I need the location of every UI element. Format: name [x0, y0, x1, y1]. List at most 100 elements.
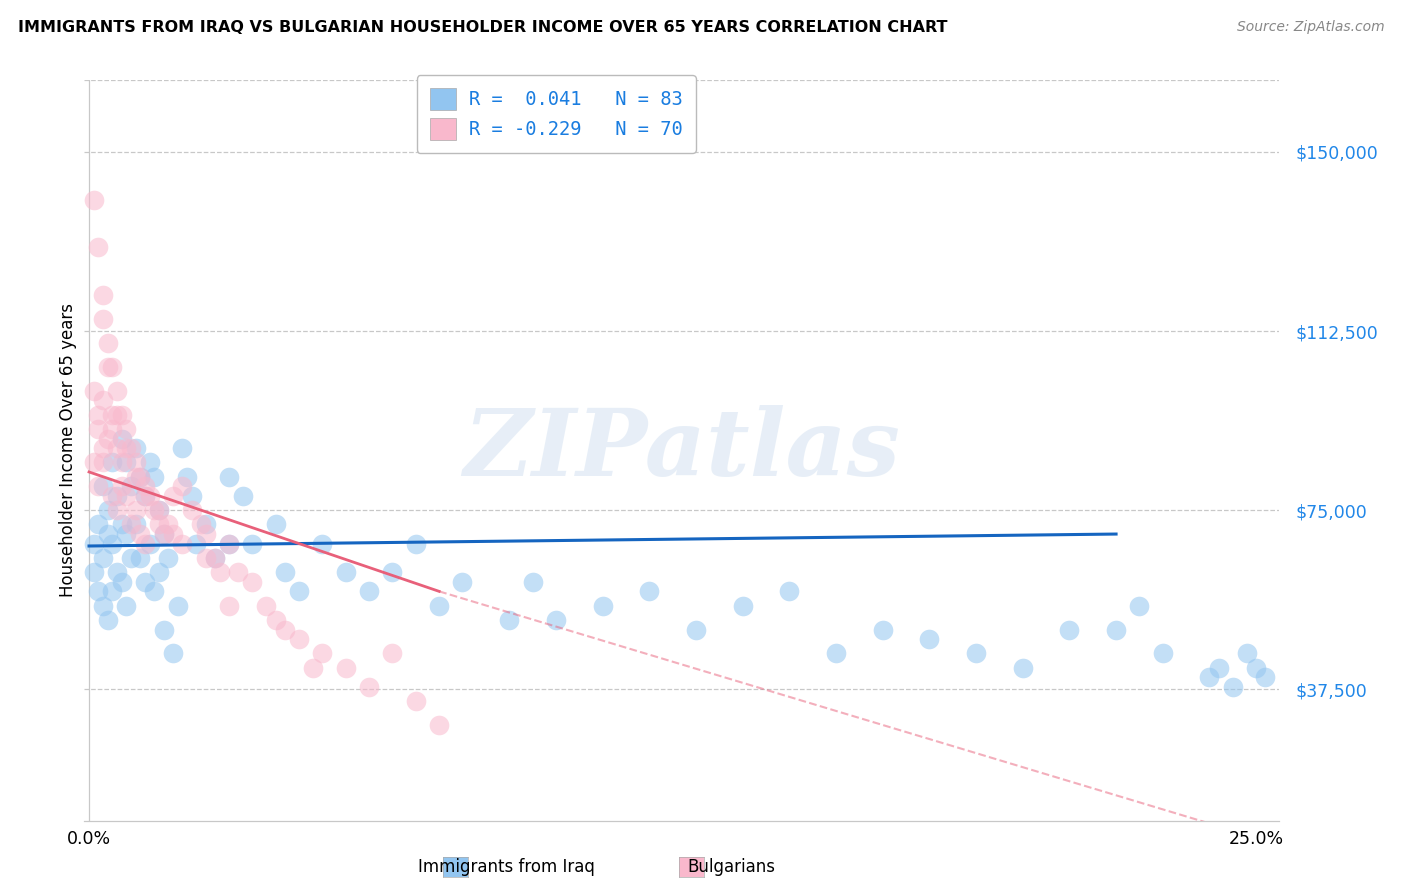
- Point: [115, 599, 138, 613]
- Legend: R =  0.041   N = 83, R = -0.229   N = 70: R = 0.041 N = 83, R = -0.229 N = 70: [416, 75, 696, 153]
- Point: [134, 489, 156, 503]
- Y-axis label: Householder Income Over 65 years: Householder Income Over 65 years: [59, 303, 77, 598]
- Point: [381, 647, 404, 661]
- Point: [427, 599, 450, 613]
- Point: [918, 632, 941, 647]
- Point: [186, 536, 208, 550]
- Point: [1152, 647, 1174, 661]
- Point: [125, 441, 148, 455]
- Point: [129, 527, 152, 541]
- Point: [115, 527, 138, 541]
- Point: [162, 527, 184, 541]
- Point: [111, 517, 134, 532]
- Point: [1059, 623, 1081, 637]
- Point: [87, 240, 110, 254]
- Point: [152, 527, 174, 541]
- Point: [152, 527, 174, 541]
- Point: [87, 422, 110, 436]
- Point: [242, 574, 264, 589]
- Point: [134, 536, 156, 550]
- Point: [83, 566, 105, 580]
- Point: [264, 613, 287, 627]
- Point: [166, 599, 188, 613]
- Point: [125, 469, 148, 483]
- Point: [129, 469, 152, 483]
- Point: [1011, 661, 1033, 675]
- Point: [134, 574, 156, 589]
- Point: [105, 441, 128, 455]
- Point: [105, 384, 128, 398]
- Point: [228, 566, 250, 580]
- Point: [148, 517, 170, 532]
- Point: [97, 336, 120, 351]
- Point: [111, 574, 134, 589]
- Point: [125, 517, 148, 532]
- Point: [288, 632, 311, 647]
- Point: [1236, 647, 1258, 661]
- Point: [111, 432, 134, 446]
- Point: [1128, 599, 1150, 613]
- Point: [157, 517, 180, 532]
- Point: [105, 408, 128, 422]
- Point: [274, 566, 297, 580]
- Point: [405, 694, 427, 708]
- Point: [115, 489, 138, 503]
- Point: [152, 623, 174, 637]
- Point: [120, 479, 142, 493]
- Point: [148, 503, 170, 517]
- Point: [111, 479, 134, 493]
- Point: [872, 623, 894, 637]
- Point: [180, 489, 202, 503]
- Point: [129, 469, 152, 483]
- Point: [162, 489, 184, 503]
- Point: [138, 536, 160, 550]
- Point: [101, 422, 124, 436]
- Point: [638, 584, 661, 599]
- Text: ZIPatlas: ZIPatlas: [464, 406, 900, 495]
- Point: [381, 566, 404, 580]
- Point: [115, 422, 138, 436]
- Point: [427, 718, 450, 732]
- Point: [176, 469, 198, 483]
- Point: [274, 623, 297, 637]
- Point: [101, 584, 124, 599]
- Point: [143, 584, 166, 599]
- Point: [101, 455, 124, 469]
- Point: [138, 489, 160, 503]
- Point: [83, 384, 105, 398]
- Point: [148, 503, 170, 517]
- Point: [91, 479, 114, 493]
- Point: [218, 536, 240, 550]
- Point: [1198, 670, 1220, 684]
- Point: [101, 408, 124, 422]
- Text: Source: ZipAtlas.com: Source: ZipAtlas.com: [1237, 20, 1385, 34]
- Point: [335, 661, 357, 675]
- Point: [1105, 623, 1128, 637]
- Point: [97, 613, 120, 627]
- Point: [194, 550, 217, 565]
- Point: [134, 479, 156, 493]
- Point: [359, 680, 381, 694]
- Point: [218, 536, 240, 550]
- Point: [91, 455, 114, 469]
- Point: [1208, 661, 1230, 675]
- Point: [1254, 670, 1277, 684]
- Point: [544, 613, 567, 627]
- Point: [87, 517, 110, 532]
- Point: [335, 566, 357, 580]
- Point: [592, 599, 614, 613]
- Point: [208, 566, 231, 580]
- Point: [83, 193, 105, 207]
- Point: [91, 393, 114, 408]
- Point: [302, 661, 325, 675]
- Point: [87, 408, 110, 422]
- Point: [138, 455, 160, 469]
- Point: [129, 550, 152, 565]
- Point: [218, 599, 240, 613]
- Point: [125, 455, 148, 469]
- Point: [965, 647, 987, 661]
- Point: [204, 550, 226, 565]
- Point: [91, 441, 114, 455]
- Point: [83, 536, 105, 550]
- Point: [218, 469, 240, 483]
